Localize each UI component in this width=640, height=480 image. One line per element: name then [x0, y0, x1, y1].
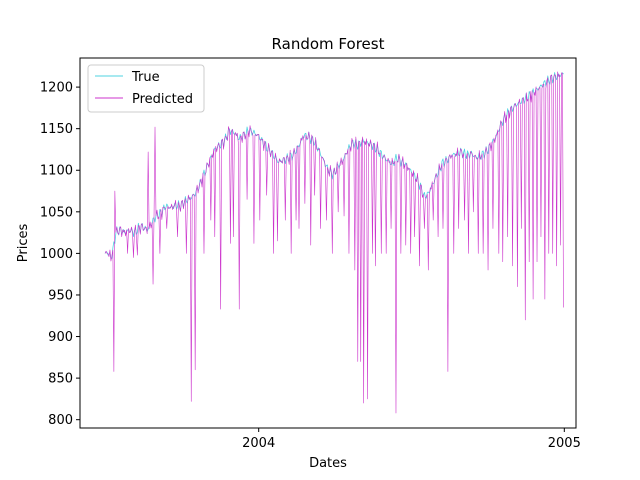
chart-title: Random Forest [272, 35, 385, 53]
x-tick-label: 2005 [548, 436, 581, 451]
y-tick-label: 800 [48, 413, 73, 428]
y-tick-label: 1050 [40, 205, 73, 220]
y-axis-title: Prices [16, 224, 31, 263]
series-layer [104, 71, 564, 414]
series-line-predicted [104, 71, 564, 414]
legend-box [87, 64, 205, 113]
legend-label-true: True [131, 70, 160, 85]
y-axis: 800 850 900 950 1000 1050 1100 1150 1200 [40, 81, 80, 428]
y-tick-label: 1100 [40, 164, 73, 179]
x-tick-label: 2004 [242, 436, 275, 451]
y-tick-label: 1000 [40, 247, 73, 262]
y-tick-label: 850 [48, 372, 73, 387]
x-axis-title: Dates [309, 456, 347, 471]
legend: True Predicted [87, 64, 205, 113]
plot-frame [79, 57, 577, 429]
legend-label-predicted: Predicted [132, 92, 193, 107]
y-tick-label: 1200 [40, 81, 73, 96]
y-tick-label: 1150 [40, 122, 73, 137]
y-tick-label: 900 [48, 330, 73, 345]
y-tick-label: 950 [48, 288, 73, 303]
x-axis: 2004 2005 [242, 428, 581, 451]
